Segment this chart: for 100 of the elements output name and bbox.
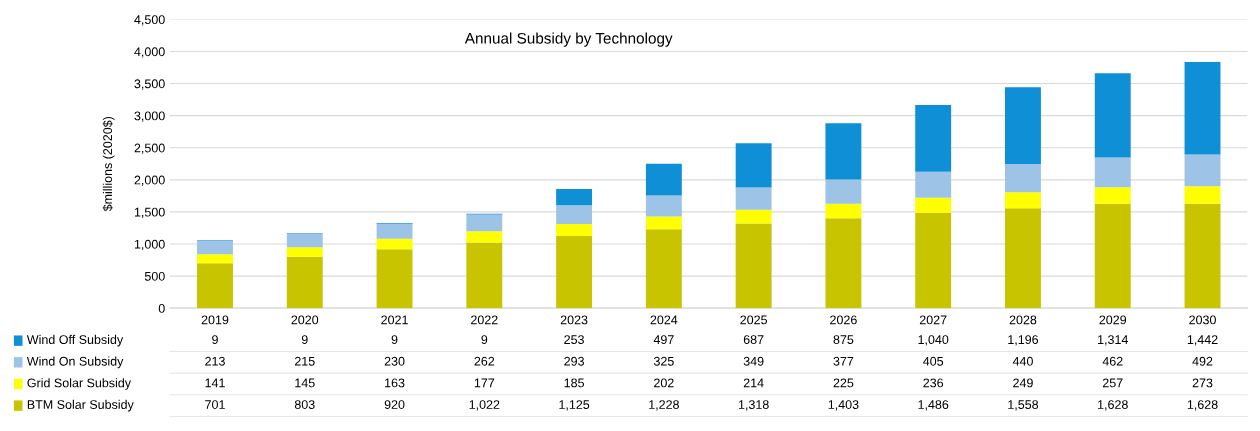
bar bbox=[825, 218, 862, 309]
bar bbox=[286, 247, 323, 257]
bar bbox=[645, 163, 682, 196]
data-label: 803 bbox=[294, 400, 315, 409]
data-label: 1,040 bbox=[918, 335, 949, 346]
data-label: 349 bbox=[743, 356, 764, 366]
data-label: 213 bbox=[205, 356, 225, 366]
data-label: 225 bbox=[833, 378, 854, 388]
x-tick-label: 2030 bbox=[1189, 315, 1216, 325]
data-label: 249 bbox=[1013, 378, 1033, 388]
data-label: 492 bbox=[1192, 356, 1213, 366]
bar bbox=[1184, 62, 1221, 155]
bar bbox=[556, 224, 593, 236]
data-label: 215 bbox=[294, 356, 315, 366]
y-tick-label: 3,500 bbox=[134, 79, 165, 90]
bar bbox=[1005, 163, 1041, 193]
bar bbox=[1184, 203, 1221, 309]
data-label: 1,318 bbox=[738, 400, 769, 411]
x-tick-label: 2025 bbox=[740, 315, 768, 325]
x-tick-label: 2020 bbox=[291, 315, 319, 325]
legend-label: BTM Solar Subsidy bbox=[27, 399, 134, 412]
data-label: 1,022 bbox=[469, 400, 500, 411]
bar bbox=[1094, 187, 1131, 204]
data-label: 920 bbox=[384, 400, 405, 409]
x-tick-label: 2024 bbox=[650, 315, 678, 325]
data-label: 1,628 bbox=[1187, 400, 1218, 411]
data-label: 185 bbox=[564, 378, 584, 388]
data-label: 405 bbox=[923, 356, 944, 366]
bar bbox=[915, 212, 952, 309]
y-tick-label: 4,500 bbox=[134, 15, 165, 26]
bar bbox=[825, 123, 862, 180]
bar bbox=[1005, 192, 1041, 209]
legend-label: Wind On Subsidy bbox=[26, 356, 124, 369]
bar bbox=[1094, 203, 1131, 309]
y-tick-label: 1,500 bbox=[134, 207, 165, 219]
data-label: 875 bbox=[833, 335, 854, 345]
bar bbox=[1184, 154, 1221, 187]
bar bbox=[1005, 208, 1041, 309]
y-tick-label: 2,500 bbox=[134, 143, 165, 154]
bar bbox=[466, 231, 503, 243]
data-label: 1,558 bbox=[1008, 400, 1039, 411]
data-label: 1,403 bbox=[828, 400, 859, 411]
data-label: 163 bbox=[385, 378, 405, 388]
y-tick-label: 0 bbox=[158, 303, 165, 313]
bar bbox=[645, 195, 682, 217]
data-label: 9 bbox=[481, 335, 488, 345]
bar bbox=[645, 229, 682, 309]
bar bbox=[286, 256, 323, 309]
bar bbox=[1184, 186, 1221, 204]
bar bbox=[466, 242, 503, 309]
data-label: 236 bbox=[923, 378, 944, 388]
data-label: 1,228 bbox=[649, 400, 679, 411]
bar bbox=[915, 104, 952, 172]
bar bbox=[915, 171, 952, 198]
data-label: 462 bbox=[1102, 356, 1123, 366]
x-tick-label: 2023 bbox=[560, 315, 588, 325]
bar bbox=[825, 203, 862, 219]
legend-label: Grid Solar Subsidy bbox=[27, 378, 132, 390]
y-tick-label: 4,000 bbox=[134, 47, 165, 58]
bar bbox=[286, 233, 323, 248]
data-label: 273 bbox=[1192, 378, 1213, 388]
y-tick-label: 2,000 bbox=[134, 175, 165, 186]
x-tick-label: 2019 bbox=[201, 315, 229, 325]
bar bbox=[735, 223, 772, 309]
data-label: 202 bbox=[654, 378, 674, 388]
bar bbox=[556, 235, 593, 309]
data-label: 141 bbox=[205, 378, 225, 388]
data-label: 214 bbox=[743, 378, 764, 388]
data-label: 9 bbox=[391, 335, 398, 345]
legend-label: Wind Off Subsidy bbox=[26, 334, 124, 347]
x-tick-label: 2022 bbox=[471, 315, 498, 325]
data-label: 1,628 bbox=[1098, 400, 1128, 411]
data-label: 1,442 bbox=[1187, 335, 1218, 346]
data-label: 253 bbox=[564, 335, 584, 345]
bar bbox=[197, 263, 233, 309]
y-tick-label: 3,000 bbox=[134, 111, 165, 122]
bar bbox=[556, 189, 593, 206]
data-label: 687 bbox=[743, 335, 764, 345]
data-label: 145 bbox=[295, 378, 315, 388]
bar bbox=[376, 238, 413, 250]
bar bbox=[1094, 73, 1131, 158]
x-tick-label: 2021 bbox=[381, 315, 408, 325]
bar bbox=[197, 254, 233, 264]
bar bbox=[735, 143, 772, 188]
y-tick-label: 500 bbox=[144, 271, 165, 281]
data-label: 1,196 bbox=[1008, 335, 1039, 346]
bar bbox=[1094, 157, 1131, 188]
data-label: 1,486 bbox=[918, 400, 949, 411]
bar bbox=[735, 187, 772, 210]
y-axis-title: $millions (2020$) bbox=[102, 116, 115, 212]
data-label: 1,125 bbox=[559, 400, 590, 411]
x-tick-label: 2026 bbox=[830, 315, 857, 325]
data-label: 701 bbox=[205, 400, 225, 409]
bar bbox=[825, 179, 862, 204]
bar bbox=[197, 240, 233, 255]
bar bbox=[645, 216, 682, 230]
bar bbox=[376, 249, 413, 309]
bar bbox=[735, 209, 772, 224]
x-tick-label: 2029 bbox=[1099, 315, 1127, 325]
data-label: 497 bbox=[653, 335, 674, 345]
